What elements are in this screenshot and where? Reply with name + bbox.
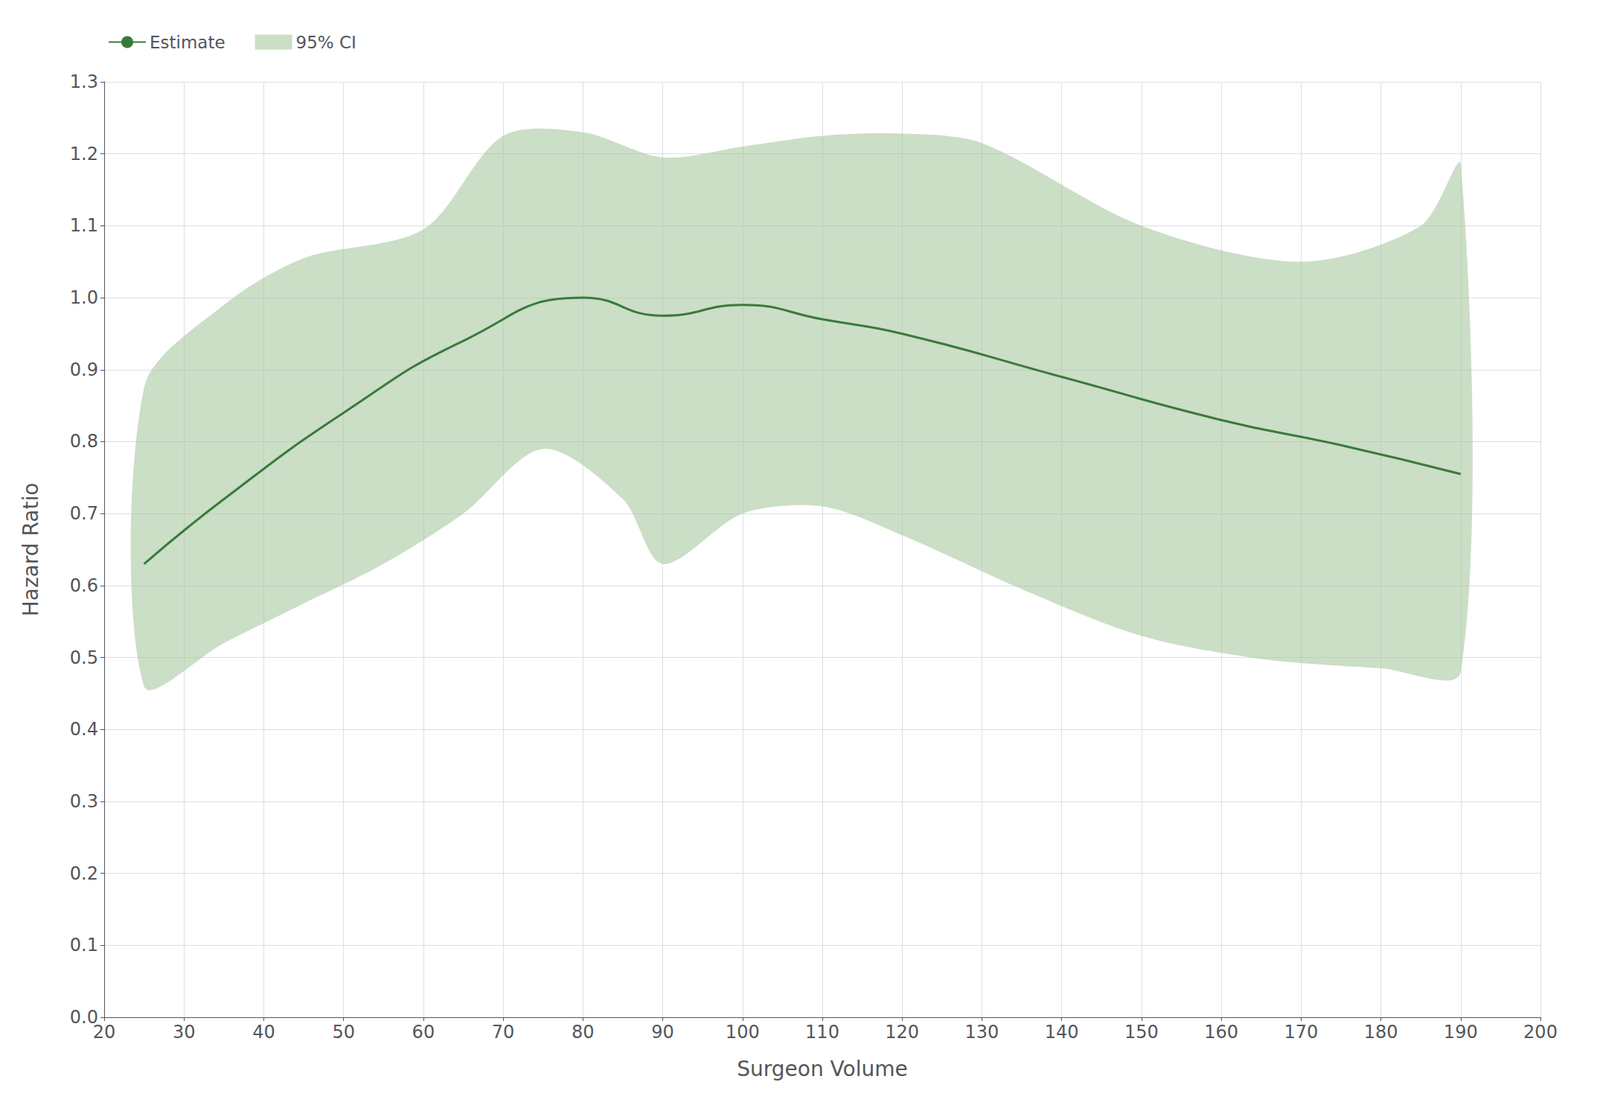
svg-text:190: 190 xyxy=(1443,1021,1478,1043)
svg-text:Hazard Ratio: Hazard Ratio xyxy=(18,482,44,617)
svg-text:1.2: 1.2 xyxy=(69,143,99,165)
svg-text:170: 170 xyxy=(1283,1021,1318,1043)
svg-text:90: 90 xyxy=(651,1021,675,1043)
svg-text:0.9: 0.9 xyxy=(69,359,99,381)
svg-text:120: 120 xyxy=(884,1021,920,1043)
svg-text:0.6: 0.6 xyxy=(69,575,99,597)
svg-text:80: 80 xyxy=(571,1021,595,1043)
svg-text:0.0: 0.0 xyxy=(69,1006,99,1028)
svg-text:95% CI: 95% CI xyxy=(296,32,357,53)
svg-text:60: 60 xyxy=(412,1021,436,1043)
svg-text:140: 140 xyxy=(1044,1021,1080,1043)
svg-text:Surgeon Volume: Surgeon Volume xyxy=(736,1056,908,1082)
svg-text:40: 40 xyxy=(252,1021,276,1043)
svg-text:200: 200 xyxy=(1523,1021,1558,1043)
svg-text:70: 70 xyxy=(491,1021,515,1043)
svg-text:180: 180 xyxy=(1364,1021,1399,1043)
svg-text:50: 50 xyxy=(331,1021,355,1043)
svg-text:160: 160 xyxy=(1204,1021,1239,1043)
svg-text:20: 20 xyxy=(93,1021,117,1043)
svg-text:1.1: 1.1 xyxy=(69,215,99,236)
svg-text:0.7: 0.7 xyxy=(69,503,99,524)
svg-text:30: 30 xyxy=(172,1021,196,1043)
svg-text:130: 130 xyxy=(965,1021,1000,1043)
svg-text:1.0: 1.0 xyxy=(69,287,99,309)
svg-text:Estimate: Estimate xyxy=(149,32,226,53)
svg-text:0.8: 0.8 xyxy=(69,430,99,452)
svg-text:0.2: 0.2 xyxy=(69,863,99,885)
svg-text:1.3: 1.3 xyxy=(69,71,99,93)
svg-text:0.4: 0.4 xyxy=(69,718,99,740)
svg-text:0.1: 0.1 xyxy=(69,934,99,956)
svg-text:110: 110 xyxy=(805,1021,840,1043)
svg-text:0.5: 0.5 xyxy=(69,647,99,669)
svg-text:150: 150 xyxy=(1124,1021,1159,1043)
svg-text:0.3: 0.3 xyxy=(69,791,99,812)
svg-text:100: 100 xyxy=(725,1021,760,1043)
